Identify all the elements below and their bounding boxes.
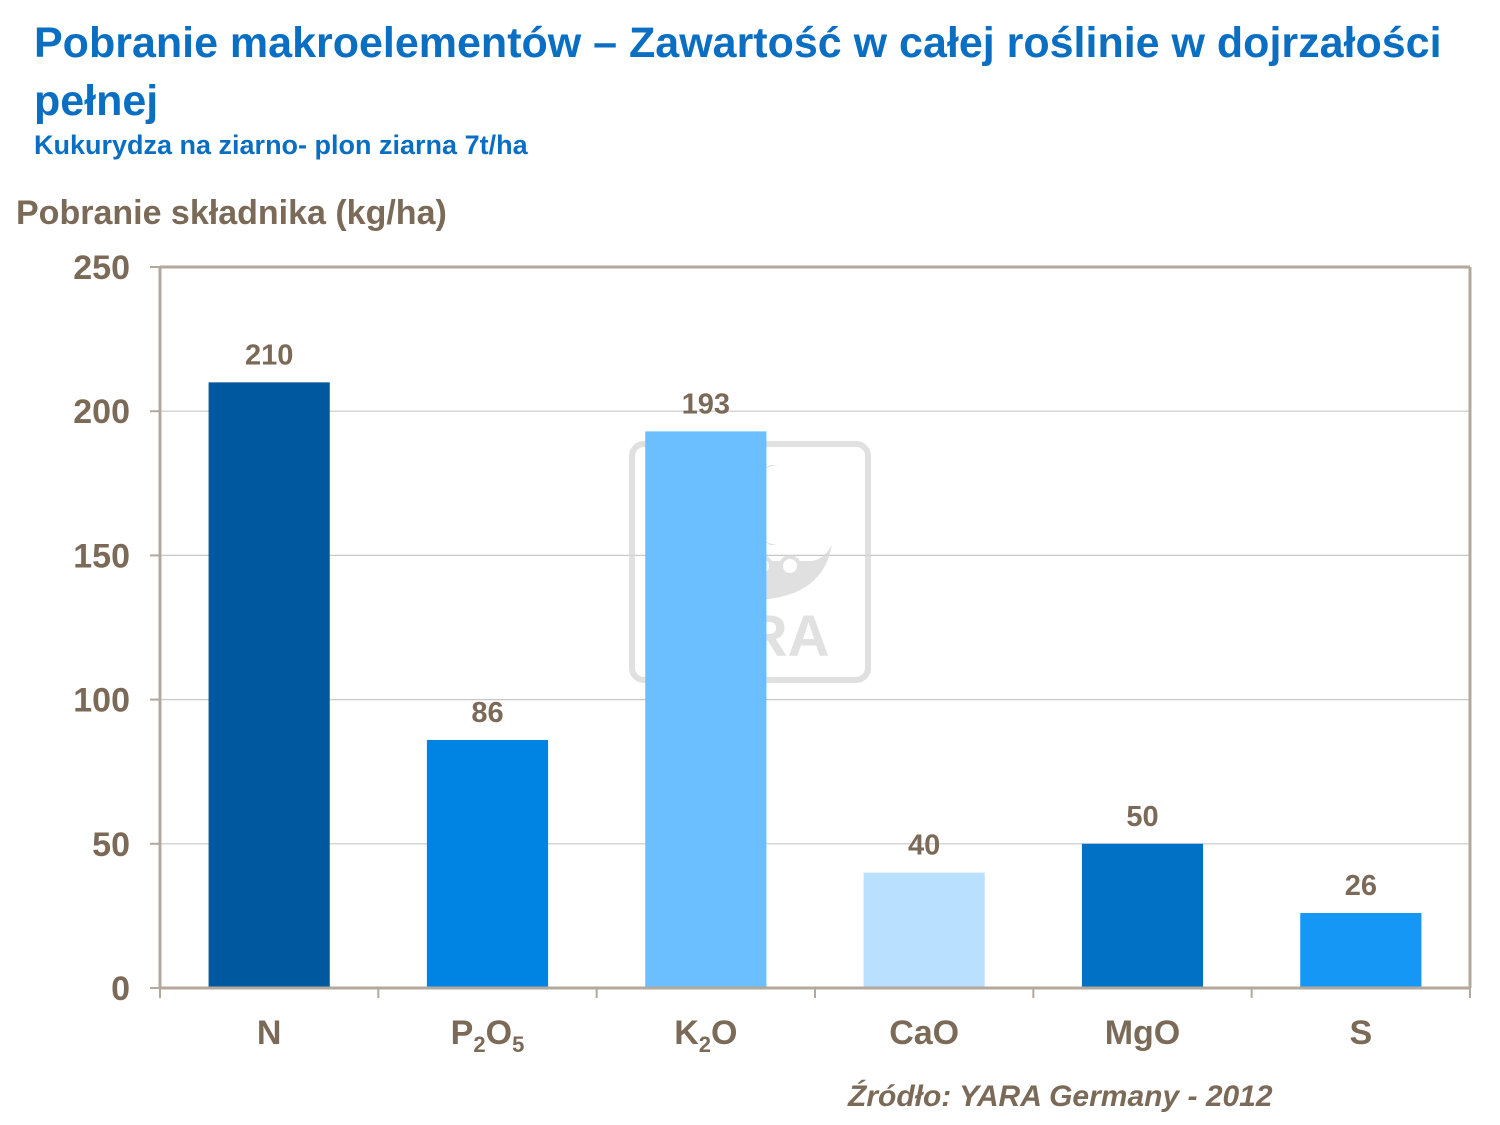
bar-s [1300, 913, 1422, 988]
bar-p2o5 [426, 739, 549, 988]
x-tick-label: S [1349, 1014, 1372, 1052]
x-tick-label: K2O [674, 1014, 737, 1057]
x-tick-label: P2O5 [451, 1014, 525, 1057]
bar-cao [863, 872, 985, 988]
bars [208, 382, 1422, 988]
y-axis-label: Pobranie składnika (kg/ha) [16, 194, 447, 232]
data-label: 210 [245, 339, 293, 371]
bar-mgo [1081, 843, 1204, 988]
data-label: 40 [908, 830, 940, 862]
bar-n [208, 382, 330, 988]
y-tick-label: 0 [111, 970, 130, 1008]
data-label: 193 [682, 388, 730, 420]
x-tick-label: MgO [1105, 1014, 1181, 1052]
x-tick-label: N [257, 1014, 282, 1052]
data-label: 50 [1126, 801, 1158, 833]
data-label: 26 [1345, 870, 1377, 902]
source-note: Źródło: YARA Germany - 2012 [848, 1080, 1273, 1113]
y-tick-label: 150 [73, 537, 130, 575]
y-tick-label: 100 [73, 682, 130, 720]
x-tick-label: CaO [889, 1014, 959, 1052]
bar-k2o [645, 431, 767, 988]
grid-lines [160, 266, 1470, 845]
page-subtitle: Kukurydza na ziarno- plon ziarna 7t/ha [34, 130, 528, 160]
y-tick-label: 250 [73, 249, 130, 287]
y-tick-label: 200 [73, 393, 130, 431]
data-labels: 210 86 193 40 50 26 [245, 339, 1377, 902]
y-tick-label: 50 [92, 826, 130, 864]
axes: 0 50 100 150 200 250 N P2O5 K2O CaO MgO S [73, 249, 1472, 1057]
data-label: 86 [471, 697, 503, 729]
page-title: Pobranie makroelementów – Zawartość w ca… [34, 19, 1442, 125]
